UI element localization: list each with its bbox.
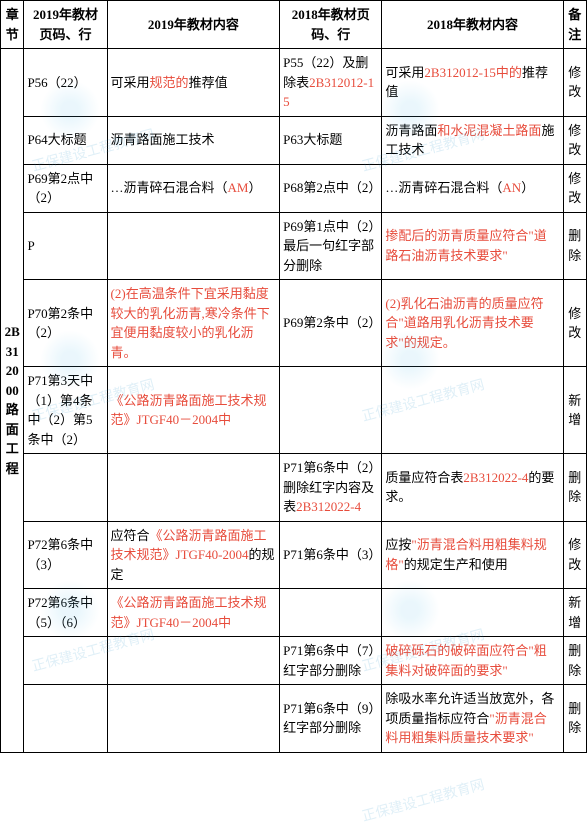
cell-c18: …沥青碎石混合料（AN） bbox=[382, 164, 563, 212]
table-row: P72第6条中（3） 应符合《公路沥青路面施工技术规范》JTGF40-2004的… bbox=[1, 521, 587, 589]
cell-p19 bbox=[24, 685, 107, 753]
cell-c19: 沥青路面施工技术 bbox=[107, 116, 280, 164]
table-row: P71第6条中（2）删除红字内容及表2B312022-4 质量应符合表2B312… bbox=[1, 454, 587, 522]
cell-p18 bbox=[280, 589, 382, 637]
cell-p19 bbox=[24, 454, 107, 522]
cell-note: 删除 bbox=[563, 637, 586, 685]
cell-c19: …沥青碎石混合料（AM） bbox=[107, 164, 280, 212]
cell-c19: (2)在高温条件下宜采用黏度较大的乳化沥青,寒冷条件下宜便用黏度较小的乳化沥青。 bbox=[107, 280, 280, 367]
cell-p19: P70第2条中（2） bbox=[24, 280, 107, 367]
cell-c18: 沥青路面和水泥混凝土路面施工技术 bbox=[382, 116, 563, 164]
cell-c19 bbox=[107, 212, 280, 280]
table-row: 2B312000路面工程 P56（22） 可采用规范的推荐值 P55（22）及删… bbox=[1, 49, 587, 117]
section-label: 2B312000路面工程 bbox=[5, 324, 20, 476]
section-cell: 2B312000路面工程 bbox=[1, 49, 24, 753]
cell-p19: P72第6条中（5）（6） bbox=[24, 589, 107, 637]
cell-note: 修改 bbox=[563, 49, 586, 117]
cell-p18: P71第6条中（7）红字部分删除 bbox=[280, 637, 382, 685]
cell-p18 bbox=[280, 367, 382, 454]
cell-c18: 可采用2B312012-15中的推荐值 bbox=[382, 49, 563, 117]
cell-c18 bbox=[382, 589, 563, 637]
cell-p19: P72第6条中（3） bbox=[24, 521, 107, 589]
cell-p19: P64大标题 bbox=[24, 116, 107, 164]
cell-c18: 掺配后的沥青质量应符合"道路石油沥青技术要求" bbox=[382, 212, 563, 280]
cell-c19 bbox=[107, 637, 280, 685]
cell-p18: P55（22）及删除表2B312012-15 bbox=[280, 49, 382, 117]
cell-c19 bbox=[107, 685, 280, 753]
header-section: 章节 bbox=[1, 1, 24, 49]
cell-p18: P71第6条中（2）删除红字内容及表2B312022-4 bbox=[280, 454, 382, 522]
cell-p18: P71第6条中（3） bbox=[280, 521, 382, 589]
cell-p18: P63大标题 bbox=[280, 116, 382, 164]
cell-c19: 应符合《公路沥青路面施工技术规范》JTGF40-2004的规定 bbox=[107, 521, 280, 589]
cell-note: 删除 bbox=[563, 454, 586, 522]
cell-note: 删除 bbox=[563, 685, 586, 753]
header-content2019: 2019年教材内容 bbox=[107, 1, 280, 49]
cell-p18: P68第2点中（2） bbox=[280, 164, 382, 212]
header-content2018: 2018年教材内容 bbox=[382, 1, 563, 49]
header-page2018: 2018年教材页码、行 bbox=[280, 1, 382, 49]
table-row: P P69第1点中（2）最后一句红字部分删除 掺配后的沥青质量应符合"道路石油沥… bbox=[1, 212, 587, 280]
cell-p19: P bbox=[24, 212, 107, 280]
cell-c18 bbox=[382, 367, 563, 454]
cell-p18: P69第1点中（2）最后一句红字部分删除 bbox=[280, 212, 382, 280]
table-row: P71第6条中（9）红字部分删除 除吸水率允许适当放宽外，各项质量指标应符合"沥… bbox=[1, 685, 587, 753]
cell-c18: (2)乳化石油沥青的质量应符合"道路用乳化沥青技术要求"的规定。 bbox=[382, 280, 563, 367]
cell-c18: 质量应符合表2B312022-4的要求。 bbox=[382, 454, 563, 522]
cell-c19: 《公路沥青路面施工技术规范》JTGF40－2004中 bbox=[107, 367, 280, 454]
table-row: P71第6条中（7）红字部分删除 破碎砾石的破碎面应符合"粗集料对破碎面的要求"… bbox=[1, 637, 587, 685]
header-note: 备注 bbox=[563, 1, 586, 49]
cell-p19: P71第3天中（1）第4条中（2）第5条中（2） bbox=[24, 367, 107, 454]
cell-c18: 应按"沥青混合料用粗集料规格"的规定生产和使用 bbox=[382, 521, 563, 589]
cell-note: 新增 bbox=[563, 589, 586, 637]
cell-c19: 可采用规范的推荐值 bbox=[107, 49, 280, 117]
table-row: P64大标题 沥青路面施工技术 P63大标题 沥青路面和水泥混凝土路面施工技术 … bbox=[1, 116, 587, 164]
cell-note: 新增 bbox=[563, 367, 586, 454]
table-row: P70第2条中（2） (2)在高温条件下宜采用黏度较大的乳化沥青,寒冷条件下宜便… bbox=[1, 280, 587, 367]
cell-note: 修改 bbox=[563, 116, 586, 164]
cell-p19 bbox=[24, 637, 107, 685]
cell-c18: 除吸水率允许适当放宽外，各项质量指标应符合"沥青混合料用粗集料质量技术要求" bbox=[382, 685, 563, 753]
table-row: P72第6条中（5）（6） 《公路沥青路面施工技术规范》JTGF40－2004中… bbox=[1, 589, 587, 637]
cell-note: 删除 bbox=[563, 212, 586, 280]
cell-note: 修改 bbox=[563, 164, 586, 212]
cell-note: 修改 bbox=[563, 521, 586, 589]
table-row: P69第2点中（2） …沥青碎石混合料（AM） P68第2点中（2） …沥青碎石… bbox=[1, 164, 587, 212]
cell-c19: 《公路沥青路面施工技术规范》JTGF40－2004中 bbox=[107, 589, 280, 637]
cell-p19: P56（22） bbox=[24, 49, 107, 117]
table-row: P71第3天中（1）第4条中（2）第5条中（2） 《公路沥青路面施工技术规范》J… bbox=[1, 367, 587, 454]
cell-note: 修改 bbox=[563, 280, 586, 367]
cell-p19: P69第2点中（2） bbox=[24, 164, 107, 212]
cell-c18: 破碎砾石的破碎面应符合"粗集料对破碎面的要求" bbox=[382, 637, 563, 685]
cell-c19 bbox=[107, 454, 280, 522]
header-row: 章节 2019年教材页码、行 2019年教材内容 2018年教材页码、行 201… bbox=[1, 1, 587, 49]
cell-p18: P71第6条中（9）红字部分删除 bbox=[280, 685, 382, 753]
header-page2019: 2019年教材页码、行 bbox=[24, 1, 107, 49]
cell-p18: P69第2条中（2） bbox=[280, 280, 382, 367]
comparison-table: 章节 2019年教材页码、行 2019年教材内容 2018年教材页码、行 201… bbox=[0, 0, 587, 753]
